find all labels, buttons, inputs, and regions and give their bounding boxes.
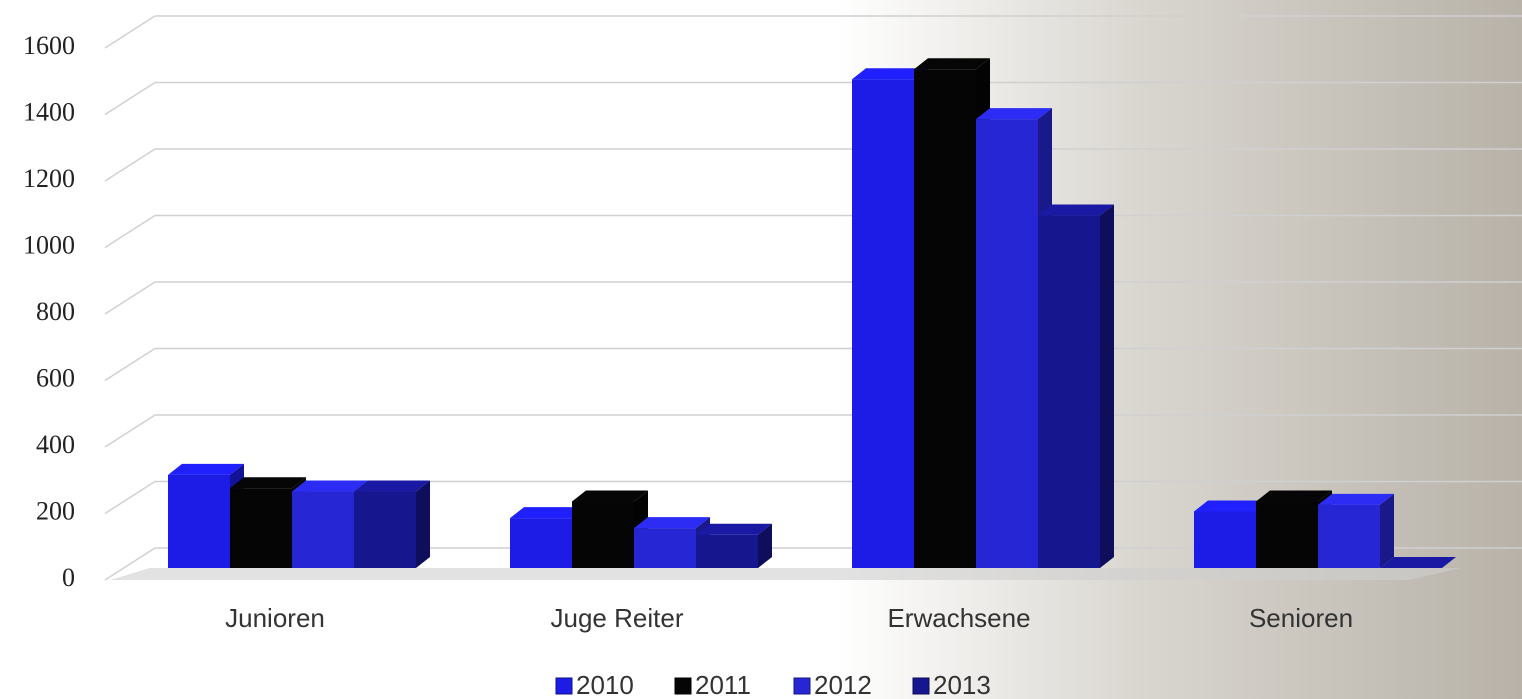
grid-line <box>104 81 1522 116</box>
bar-front <box>1038 215 1100 569</box>
bar-front <box>510 518 572 568</box>
bar-front <box>572 501 634 568</box>
y-tick-label: 400 <box>36 430 75 459</box>
bar-top <box>914 58 990 70</box>
bar-front <box>1194 511 1256 568</box>
bar <box>1380 557 1456 568</box>
legend-marker <box>912 677 930 695</box>
legend-label: 2012 <box>814 670 872 699</box>
bar-top <box>696 523 772 535</box>
bar-top <box>510 507 586 519</box>
bar <box>1038 204 1114 569</box>
bar-front <box>852 79 914 568</box>
bar-top <box>634 517 710 529</box>
bar-front <box>976 119 1038 568</box>
bar-front <box>1318 504 1380 568</box>
bar-top <box>1380 557 1456 568</box>
bar-front <box>696 534 758 568</box>
legend-label: 2013 <box>933 670 991 699</box>
x-tick-label: Juge Reiter <box>551 603 684 633</box>
bar-top <box>354 480 430 492</box>
bar-top <box>168 463 244 475</box>
legend-marker <box>555 677 573 695</box>
bar-top <box>976 108 1052 120</box>
legend-label: 2011 <box>695 670 751 699</box>
legend-marker <box>793 677 811 695</box>
grid-line <box>104 15 1522 49</box>
bar-side <box>758 523 772 568</box>
bar-top <box>1194 500 1270 512</box>
bar-side <box>416 480 430 568</box>
x-tick-label: Senioren <box>1249 603 1353 633</box>
bar-top <box>1038 204 1114 216</box>
bar <box>696 523 772 568</box>
bar-front <box>1256 501 1318 568</box>
bar-top <box>572 490 648 502</box>
bar-top <box>1256 490 1332 502</box>
bar-front <box>634 528 696 568</box>
bar-front <box>230 488 292 568</box>
y-tick-label: 1600 <box>23 31 75 60</box>
bar-top <box>852 68 928 80</box>
y-tick-label: 1200 <box>23 164 75 193</box>
x-tick-label: Junioren <box>225 603 325 633</box>
bar <box>1318 493 1394 568</box>
legend-marker <box>674 677 692 695</box>
bar-side <box>1380 493 1394 568</box>
x-tick-label: Erwachsene <box>887 603 1030 633</box>
y-tick-label: 0 <box>62 563 75 592</box>
bar <box>354 480 430 568</box>
legend-label: 2010 <box>576 670 634 699</box>
bar-side <box>1100 204 1114 569</box>
bar <box>634 517 710 568</box>
y-tick-label: 800 <box>36 297 75 326</box>
bar-front <box>914 69 976 568</box>
bar-top <box>292 480 368 492</box>
bar-front <box>168 474 230 568</box>
y-tick-label: 200 <box>36 496 75 525</box>
bar-front <box>292 491 354 568</box>
bar-front <box>354 491 416 568</box>
y-tick-label: 1400 <box>23 97 75 126</box>
y-tick-label: 1000 <box>23 230 75 259</box>
bar-top <box>230 477 306 489</box>
grid-line <box>104 148 1522 182</box>
bar-top <box>1318 493 1394 505</box>
floor-shadow <box>110 568 1460 580</box>
y-tick-label: 600 <box>36 363 75 392</box>
